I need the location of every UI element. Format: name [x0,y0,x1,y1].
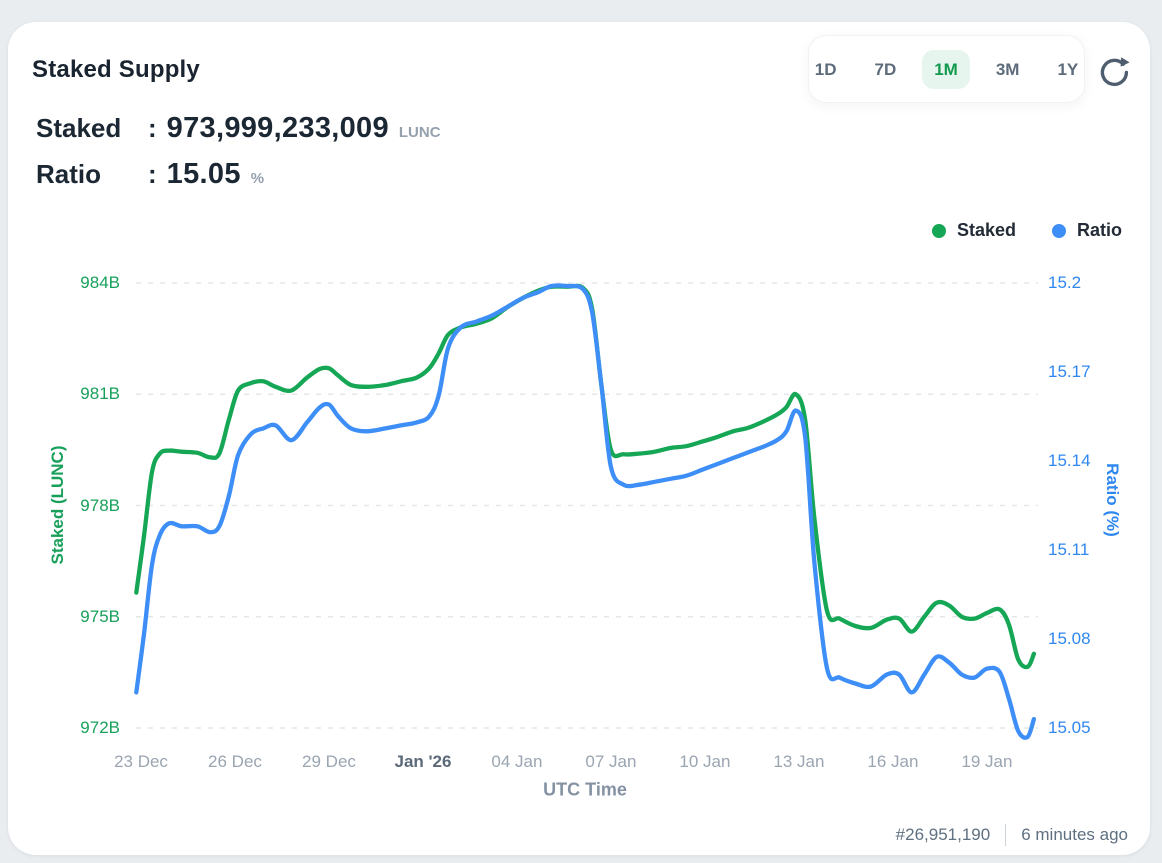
x-axis-tick-07-Jan: 07 Jan [585,752,637,771]
stats-block: Staked : 973,999,233,009 LUNC Ratio : 15… [36,112,441,204]
chart-legend: Staked Ratio [931,220,1122,241]
x-axis-tick-10-Jan: 10 Jan [679,752,731,771]
ratio-dot-icon [1052,223,1066,238]
staked-stat-separator: : [148,113,157,143]
line-chart-plot[interactable] [128,270,1046,745]
x-axis-tick-26-Dec: 26 Dec [208,752,262,771]
range-button-1y[interactable]: 1Y [1045,50,1090,89]
legend-item-staked[interactable]: Staked [931,220,1016,241]
card-footer: #26,951,190 6 minutes ago [896,821,1128,849]
range-selector: 1D 7D 1M 3M 1Y [808,35,1085,103]
x-axis-tick-23-Dec: 23 Dec [114,752,168,771]
left-axis-tick-975B: 975B [80,606,120,626]
range-button-1m[interactable]: 1M [922,49,970,89]
ratio-stat-row: Ratio : 15.05 % [36,158,441,204]
right-axis-tick-15.2: 15.2 [1048,273,1082,292]
x-axis-tick-19-Jan: 19 Jan [961,752,1013,771]
last-updated: 6 minutes ago [1021,825,1128,844]
staked-dot-icon [931,223,946,238]
left-axis-tick-972B: 972B [80,718,120,737]
range-button-1d[interactable]: 1D [803,50,849,89]
staked-supply-card: Staked Supply 1D 7D 1M 3M 1Y Staked : 973,99… [8,22,1150,855]
staked-stat-row: Staked : 973,999,233,009 LUNC [36,112,441,158]
legend-label-ratio: Ratio [1077,220,1122,240]
page-title: Staked Supply [32,56,200,83]
right-axis-tick-15.17: 15.17 [1048,362,1091,381]
left-axis-tick-978B: 978B [80,495,120,515]
legend-item-ratio[interactable]: Ratio [1052,220,1122,241]
staked-stat-unit: LUNC [398,124,441,141]
refresh-button[interactable] [1094,52,1134,92]
x-axis-tick-04-Jan: 04 Jan [491,752,543,771]
staked-stat-value: 973,999,233,009 [166,112,389,144]
right-axis-tick-15.14: 15.14 [1048,451,1091,470]
x-axis-tick-13-Jan: 13 Jan [773,752,825,771]
staked-line [134,283,1037,670]
x-axis-tick-29-Dec: 29 Dec [302,752,356,771]
footer-divider [1005,824,1007,846]
right-axis-title: Ratio (%) [1103,463,1122,537]
ratio-stat-unit: % [250,170,265,187]
range-button-3m[interactable]: 3M [984,50,1032,89]
range-button-7d[interactable]: 7D [862,50,908,89]
right-axis-tick-15.08: 15.08 [1048,629,1091,648]
left-axis-tick-984B: 984B [80,273,120,292]
x-axis-tick-Jan-26: Jan '26 [394,752,452,771]
block-number: #26,951,190 [895,825,991,844]
left-axis-tick-981B: 981B [80,384,120,404]
legend-label-staked: Staked [956,220,1016,240]
right-axis-tick-15.11: 15.11 [1048,540,1090,559]
refresh-icon [1100,57,1130,86]
ratio-stat-value: 15.05 [166,158,241,190]
staked-stat-label: Staked [36,113,122,143]
ratio-line [134,283,1037,740]
ratio-stat-separator: : [148,159,157,189]
x-axis-title: UTC Time [543,779,627,800]
x-axis-tick-16-Jan: 16 Jan [867,752,919,771]
right-axis-tick-15.05: 15.05 [1048,718,1091,737]
ratio-stat-label: Ratio [36,159,101,189]
